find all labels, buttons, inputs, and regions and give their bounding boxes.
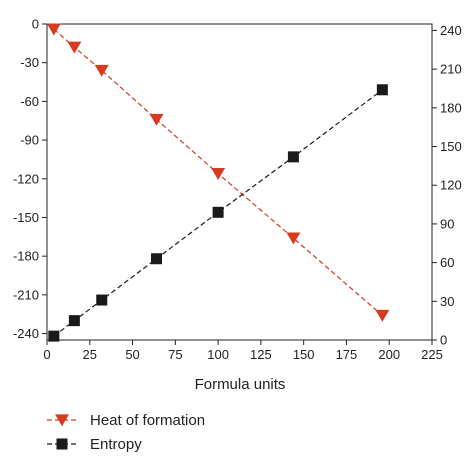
entropy-point <box>68 315 80 327</box>
left-tick-label: -210 <box>13 287 39 302</box>
heat-of-formation-point <box>46 23 61 36</box>
left-tick-label: -150 <box>13 210 39 225</box>
entropy-point <box>48 330 60 342</box>
heat-of-formation-point <box>211 168 226 180</box>
left-tick-label: -120 <box>13 171 39 186</box>
legend: Heat of formation Entropy <box>47 412 205 453</box>
legend-heat-of-formation-marker <box>55 414 69 427</box>
left-tick-label: -30 <box>20 55 39 70</box>
right-tick-label: 60 <box>440 255 454 270</box>
x-axis-ticks: 0 25 50 75 100 125 150 175 200 225 <box>43 340 443 362</box>
left-axis-ticks: 0 -30 -60 -90 -120 -150 -180 -210 -240 <box>13 17 47 341</box>
x-tick-label: 175 <box>336 347 358 362</box>
right-tick-label: 30 <box>440 294 454 309</box>
entropy-point <box>212 206 224 218</box>
x-tick-label: 75 <box>168 347 182 362</box>
x-tick-label: 150 <box>293 347 315 362</box>
x-tick-label: 225 <box>421 347 443 362</box>
x-tick-label: 25 <box>83 347 97 362</box>
legend-entropy-marker <box>56 438 68 450</box>
heat-of-formation-point <box>94 64 109 77</box>
left-tick-label: -180 <box>13 249 39 264</box>
right-tick-label: 0 <box>440 333 447 348</box>
heat-of-formation-point <box>67 41 82 54</box>
heat-of-formation-point <box>286 232 301 245</box>
left-tick-label: -60 <box>20 94 39 109</box>
right-tick-label: 150 <box>440 139 462 154</box>
right-axis-ticks: 0 30 60 90 120 150 180 210 240 <box>432 23 462 348</box>
entropy-point <box>96 294 108 306</box>
heat-of-formation-point <box>375 309 390 322</box>
right-tick-label: 210 <box>440 62 462 77</box>
series-layer <box>46 23 390 342</box>
left-tick-label: 0 <box>32 17 39 32</box>
x-tick-label: 125 <box>250 347 272 362</box>
x-tick-label: 50 <box>125 347 139 362</box>
entropy-point <box>376 84 388 96</box>
plot-frame <box>46 23 433 341</box>
right-tick-label: 120 <box>440 178 462 193</box>
right-tick-label: 240 <box>440 23 462 38</box>
legend-heat-of-formation-label: Heat of formation <box>90 412 205 429</box>
heat-of-formation-point <box>149 113 164 126</box>
right-tick-label: 90 <box>440 216 454 231</box>
entropy-point <box>287 151 299 163</box>
x-axis-title: Formula units <box>195 376 286 393</box>
right-tick-label: 180 <box>440 100 462 115</box>
x-tick-label: 200 <box>378 347 400 362</box>
x-tick-label: 100 <box>207 347 229 362</box>
left-tick-label: -90 <box>20 133 39 148</box>
legend-entropy-label: Entropy <box>90 436 142 453</box>
x-tick-label: 0 <box>43 347 50 362</box>
entropy-point <box>151 253 163 265</box>
left-tick-label: -240 <box>13 326 39 341</box>
